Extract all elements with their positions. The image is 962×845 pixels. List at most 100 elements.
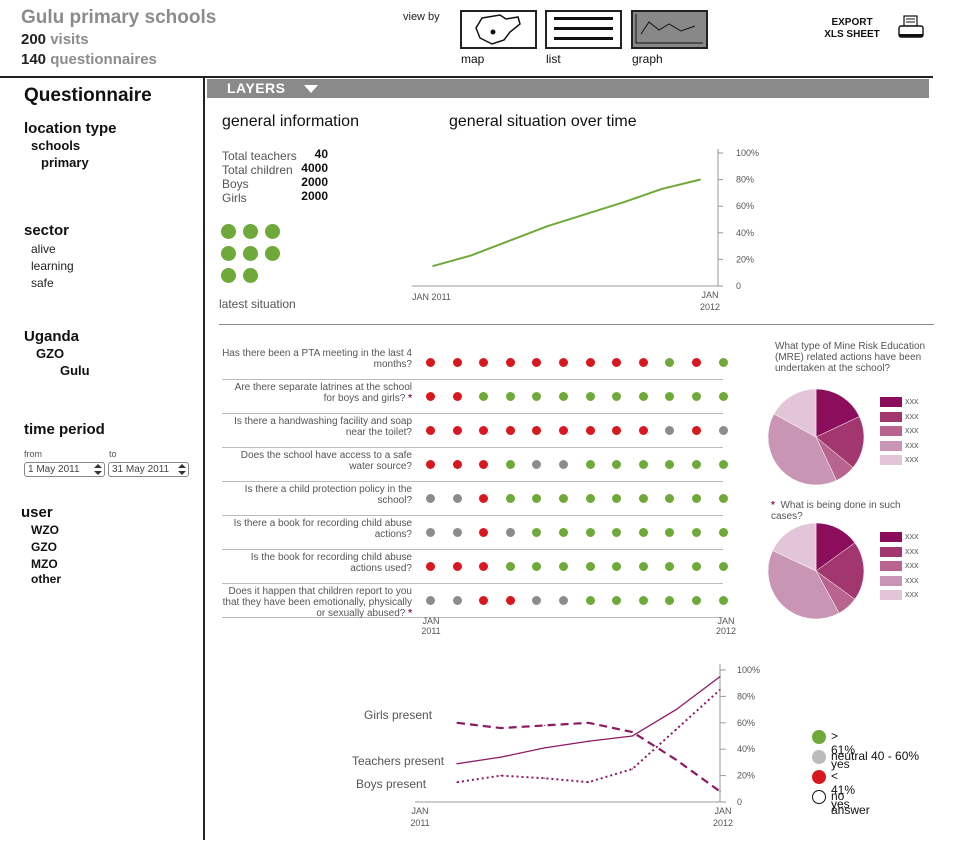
status-dot[interactable] <box>505 562 515 571</box>
status-dot[interactable] <box>612 494 622 503</box>
status-dot[interactable] <box>585 358 595 367</box>
question-row[interactable]: Has there been a PTA meeting in the last… <box>222 346 728 380</box>
status-dot[interactable] <box>692 596 701 605</box>
status-dot[interactable] <box>718 460 728 469</box>
status-dot[interactable] <box>559 460 568 469</box>
status-dot[interactable] <box>612 392 622 401</box>
status-dot[interactable] <box>426 596 435 605</box>
status-dot[interactable] <box>585 596 595 605</box>
layers-bar[interactable]: LAYERS <box>207 79 929 98</box>
status-dot[interactable] <box>505 596 515 605</box>
status-dot[interactable] <box>638 562 648 571</box>
status-dot[interactable] <box>665 392 675 401</box>
status-dot[interactable] <box>638 358 648 367</box>
status-dot[interactable] <box>692 426 701 435</box>
status-dot[interactable] <box>638 392 648 401</box>
status-dot[interactable] <box>532 494 542 503</box>
question-row[interactable]: Is there a book for recording child abus… <box>222 516 728 550</box>
status-dot[interactable] <box>665 358 675 367</box>
status-dot[interactable] <box>479 562 489 571</box>
sector-item-safe[interactable]: safe <box>31 276 54 290</box>
status-dot[interactable] <box>532 426 542 435</box>
status-dot[interactable] <box>426 494 435 503</box>
status-dot[interactable] <box>532 460 542 469</box>
status-dot[interactable] <box>426 392 435 401</box>
status-dot[interactable] <box>612 562 622 571</box>
status-dot[interactable] <box>718 528 728 537</box>
user-item-gzo[interactable]: GZO <box>31 540 57 554</box>
status-dot[interactable] <box>718 562 728 571</box>
sector-item-alive[interactable]: alive <box>31 242 56 256</box>
status-dot[interactable] <box>452 358 462 367</box>
status-dot[interactable] <box>665 426 675 435</box>
status-dot[interactable] <box>612 596 622 605</box>
status-dot[interactable] <box>452 562 462 571</box>
status-dot[interactable] <box>559 562 568 571</box>
status-dot[interactable] <box>479 392 489 401</box>
status-dot[interactable] <box>692 460 701 469</box>
status-dot[interactable] <box>718 392 728 401</box>
status-dot[interactable] <box>452 494 462 503</box>
status-dot[interactable] <box>718 596 728 605</box>
status-dot[interactable] <box>559 426 568 435</box>
status-dot[interactable] <box>718 358 728 367</box>
status-dot[interactable] <box>665 528 675 537</box>
status-dot[interactable] <box>505 358 515 367</box>
status-dot[interactable] <box>426 562 435 571</box>
status-dot[interactable] <box>479 494 489 503</box>
status-dot[interactable] <box>585 426 595 435</box>
status-dot[interactable] <box>505 528 515 537</box>
status-dot[interactable] <box>585 494 595 503</box>
user-item-other[interactable]: other <box>31 572 61 586</box>
from-date-input[interactable]: 1 May 2011 <box>24 462 105 477</box>
export-xls-button[interactable]: EXPORT XLS SHEET <box>812 17 892 41</box>
status-dot[interactable] <box>479 528 489 537</box>
question-row[interactable]: Are there separate latrines at the schoo… <box>222 380 728 414</box>
status-dot[interactable] <box>612 528 622 537</box>
status-dot[interactable] <box>452 426 462 435</box>
status-dot[interactable] <box>638 460 648 469</box>
user-item-mzo[interactable]: MZO <box>31 557 58 571</box>
status-dot[interactable] <box>426 426 435 435</box>
status-dot[interactable] <box>692 562 701 571</box>
region-gzo[interactable]: GZO <box>36 346 65 361</box>
status-dot[interactable] <box>505 460 515 469</box>
to-date-input[interactable]: 31 May 2011 <box>108 462 189 477</box>
user-item-wzo[interactable]: WZO <box>31 523 59 537</box>
status-dot[interactable] <box>426 528 435 537</box>
status-dot[interactable] <box>505 426 515 435</box>
status-dot[interactable] <box>638 596 648 605</box>
status-dot[interactable] <box>612 358 622 367</box>
status-dot[interactable] <box>638 426 648 435</box>
status-dot[interactable] <box>692 358 701 367</box>
location-schools[interactable]: schools <box>31 138 81 153</box>
question-row[interactable]: Is there a handwashing facility and soap… <box>222 414 728 448</box>
graph-view-button[interactable] <box>631 10 708 49</box>
stepper-icon[interactable] <box>93 464 103 475</box>
status-dot[interactable] <box>505 392 515 401</box>
status-dot[interactable] <box>559 528 568 537</box>
status-dot[interactable] <box>585 392 595 401</box>
region-gulu[interactable]: Gulu <box>60 363 90 378</box>
status-dot[interactable] <box>479 426 489 435</box>
question-row[interactable]: Is there a child protection policy in th… <box>222 482 728 516</box>
status-dot[interactable] <box>585 562 595 571</box>
status-dot[interactable] <box>665 460 675 469</box>
location-primary[interactable]: primary <box>41 155 89 170</box>
status-dot[interactable] <box>559 358 568 367</box>
status-dot[interactable] <box>479 596 489 605</box>
status-dot[interactable] <box>559 596 568 605</box>
status-dot[interactable] <box>638 494 648 503</box>
status-dot[interactable] <box>692 528 701 537</box>
list-view-button[interactable] <box>545 10 622 49</box>
status-dot[interactable] <box>665 562 675 571</box>
status-dot[interactable] <box>692 392 701 401</box>
status-dot[interactable] <box>505 494 515 503</box>
status-dot[interactable] <box>718 426 728 435</box>
status-dot[interactable] <box>452 392 462 401</box>
status-dot[interactable] <box>452 528 462 537</box>
status-dot[interactable] <box>638 528 648 537</box>
status-dot[interactable] <box>665 596 675 605</box>
status-dot[interactable] <box>426 460 435 469</box>
question-row[interactable]: Does it happen that children report to y… <box>222 584 728 619</box>
